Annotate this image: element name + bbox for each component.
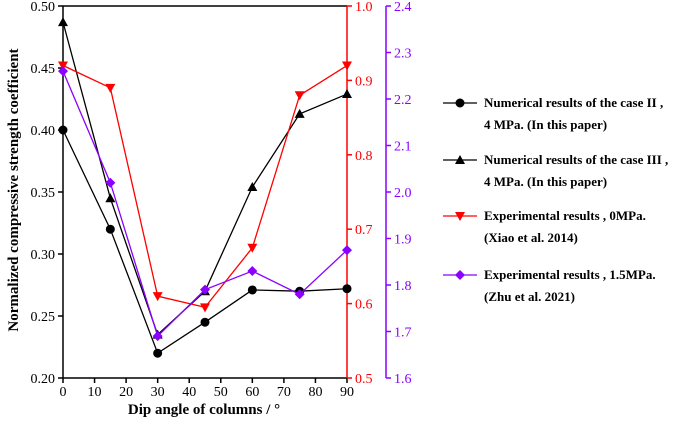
x-tick-label: 50	[214, 385, 228, 400]
purple-y-tick-label: 1.9	[394, 233, 412, 248]
series-1-point	[105, 224, 115, 234]
legend-marker-3	[455, 212, 465, 221]
series-4-point	[58, 66, 68, 77]
legend-text-line2: 4 MPa. (In this paper)	[484, 117, 607, 132]
purple-y-tick-label: 2.3	[394, 47, 412, 62]
series-4-point	[200, 284, 210, 295]
purple-y-tick-label: 1.7	[394, 326, 412, 341]
series-3-point	[58, 61, 68, 71]
x-tick-label: 80	[308, 385, 322, 400]
series-4-point	[152, 331, 163, 342]
legend-marker-2	[455, 155, 465, 164]
legend-text-line1: Numerical results of the case II ,	[484, 95, 663, 110]
x-tick-label: 0	[60, 385, 67, 400]
series-3-point	[152, 292, 163, 302]
legend-marker-4	[455, 270, 465, 280]
x-tick-label: 90	[340, 385, 354, 400]
left-y-tick-label: 0.25	[31, 310, 56, 325]
series-4-point	[294, 289, 305, 300]
red-y-tick-label: 0.9	[355, 74, 373, 89]
series-2-point	[247, 182, 258, 192]
legend-text-line1: Experimental results , 1.5MPa.	[484, 267, 656, 282]
purple-y-tick-label: 2.2	[394, 93, 412, 108]
legend-marker-1	[455, 98, 465, 108]
left-y-tick-label: 0.30	[31, 248, 56, 263]
x-tick-label: 40	[182, 385, 196, 400]
left-y-tick-label: 0.20	[31, 372, 56, 387]
series-2-point	[105, 193, 116, 203]
series-2-point	[294, 108, 305, 118]
red-y-tick-label: 1.0	[355, 0, 373, 15]
y-axis-title: Normalized compressive strength coeffici…	[6, 48, 22, 331]
left-y-tick-label: 0.45	[31, 62, 56, 77]
x-tick-label: 30	[151, 385, 165, 400]
series-3-point	[247, 243, 258, 253]
left-y-tick-label: 0.50	[31, 0, 56, 15]
left-y-tick-label: 0.40	[31, 124, 56, 139]
purple-y-tick-label: 2.1	[394, 140, 412, 155]
legend-text-line2: (Zhu et al. 2021)	[484, 289, 575, 304]
x-tick-label: 70	[277, 385, 291, 400]
series-1-point	[247, 285, 257, 295]
series-4-point	[105, 177, 116, 188]
x-tick-label: 60	[245, 385, 259, 400]
series-4-point	[247, 266, 258, 277]
red-y-tick-label: 0.6	[355, 298, 373, 313]
purple-y-tick-label: 2.4	[394, 0, 412, 15]
red-y-tick-label: 0.7	[355, 223, 373, 238]
x-axis-title: Dip angle of columns / °	[128, 402, 280, 418]
series-line-4	[62, 70, 348, 338]
series-2-point	[342, 89, 352, 99]
purple-y-tick-label: 1.6	[394, 372, 412, 387]
purple-y-tick-label: 1.8	[394, 279, 412, 294]
purple-y-tick-label: 2.0	[394, 186, 412, 201]
legend-text-line1: Experimental results , 0MPa.	[484, 208, 646, 223]
series-1-point	[342, 284, 352, 294]
red-y-tick-label: 0.5	[355, 372, 373, 387]
series-4-point	[342, 245, 352, 256]
x-tick-label: 20	[119, 385, 133, 400]
legend-text-line1: Numerical results of the case III ,	[484, 152, 668, 167]
x-tick-label: 10	[88, 385, 102, 400]
series-3-point	[105, 83, 116, 93]
series-2-point	[58, 17, 68, 27]
series-1-point	[58, 125, 68, 135]
series-1-point	[153, 348, 163, 358]
series-3-point	[342, 61, 352, 71]
series-3-point	[294, 91, 305, 101]
red-y-tick-label: 0.8	[355, 149, 373, 164]
series-line-3	[62, 64, 348, 309]
legend-text-line2: (Xiao et al. 2014)	[484, 230, 578, 245]
left-y-tick-label: 0.35	[31, 186, 56, 201]
series-3-point	[200, 303, 210, 313]
series-1-point	[200, 317, 210, 327]
legend-text-line2: 4 MPa. (In this paper)	[484, 174, 607, 189]
